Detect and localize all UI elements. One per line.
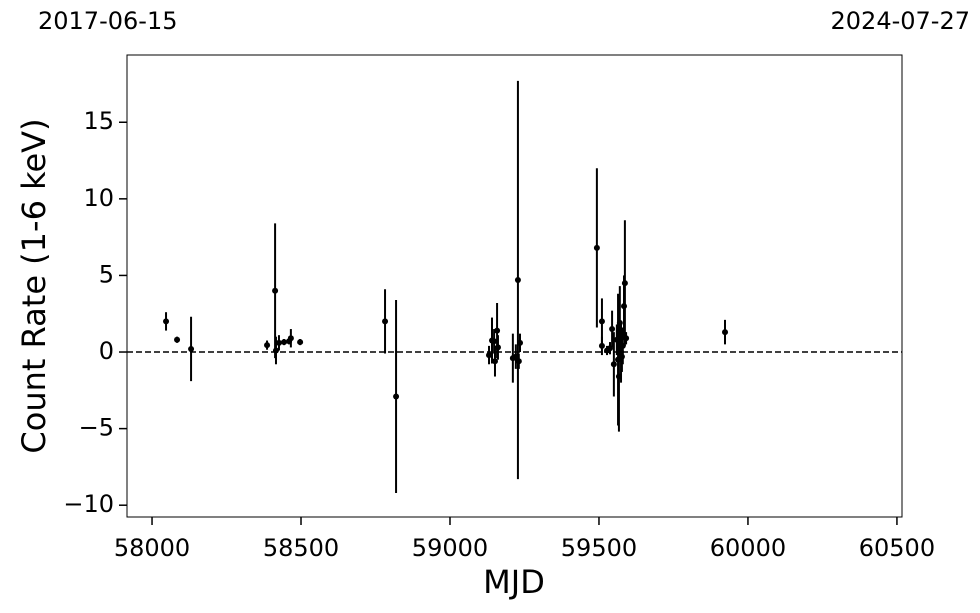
data-point xyxy=(598,318,605,325)
x-tick-label: 60500 xyxy=(859,534,935,562)
data-point xyxy=(188,345,195,352)
y-axis-label: Count Rate (1-6 keV) xyxy=(15,118,53,453)
data-point xyxy=(494,344,501,351)
top-left-label: 2017-06-15 xyxy=(38,7,177,35)
data-point xyxy=(514,277,521,284)
x-tick-label: 60000 xyxy=(710,534,786,562)
y-tick-label: −5 xyxy=(79,414,114,442)
data-point xyxy=(275,339,282,346)
x-tick-label: 59500 xyxy=(561,534,637,562)
data-point xyxy=(393,393,400,400)
data-point xyxy=(281,339,288,346)
data-point xyxy=(287,335,294,342)
x-tick-label: 58500 xyxy=(263,534,339,562)
y-tick-label: 5 xyxy=(99,260,114,288)
y-tick-label: 0 xyxy=(99,337,114,365)
data-point xyxy=(593,244,600,251)
y-tick-label: 10 xyxy=(83,184,114,212)
x-axis-label: MJD xyxy=(483,563,545,601)
y-tick-label: 15 xyxy=(83,107,114,135)
data-point xyxy=(494,327,501,334)
data-point xyxy=(174,336,181,343)
data-point xyxy=(722,329,729,336)
data-point xyxy=(610,361,617,368)
data-point xyxy=(609,326,616,333)
data-point xyxy=(621,280,628,287)
plot-frame xyxy=(126,54,903,518)
data-point xyxy=(598,342,605,349)
top-right-label: 2024-07-27 xyxy=(831,7,970,35)
x-tick-label: 58000 xyxy=(114,534,190,562)
data-point xyxy=(486,352,493,359)
data-point xyxy=(382,318,389,325)
data-point xyxy=(264,342,271,349)
data-point xyxy=(623,335,630,342)
data-point xyxy=(517,339,524,346)
data-point xyxy=(272,287,279,294)
data-point xyxy=(491,338,498,345)
data-point xyxy=(272,347,279,354)
data-point xyxy=(491,358,498,365)
data-point xyxy=(297,339,304,346)
data-point xyxy=(515,358,522,365)
y-tick-label: −10 xyxy=(63,490,114,518)
data-point xyxy=(163,318,170,325)
x-tick-label: 59000 xyxy=(412,534,488,562)
